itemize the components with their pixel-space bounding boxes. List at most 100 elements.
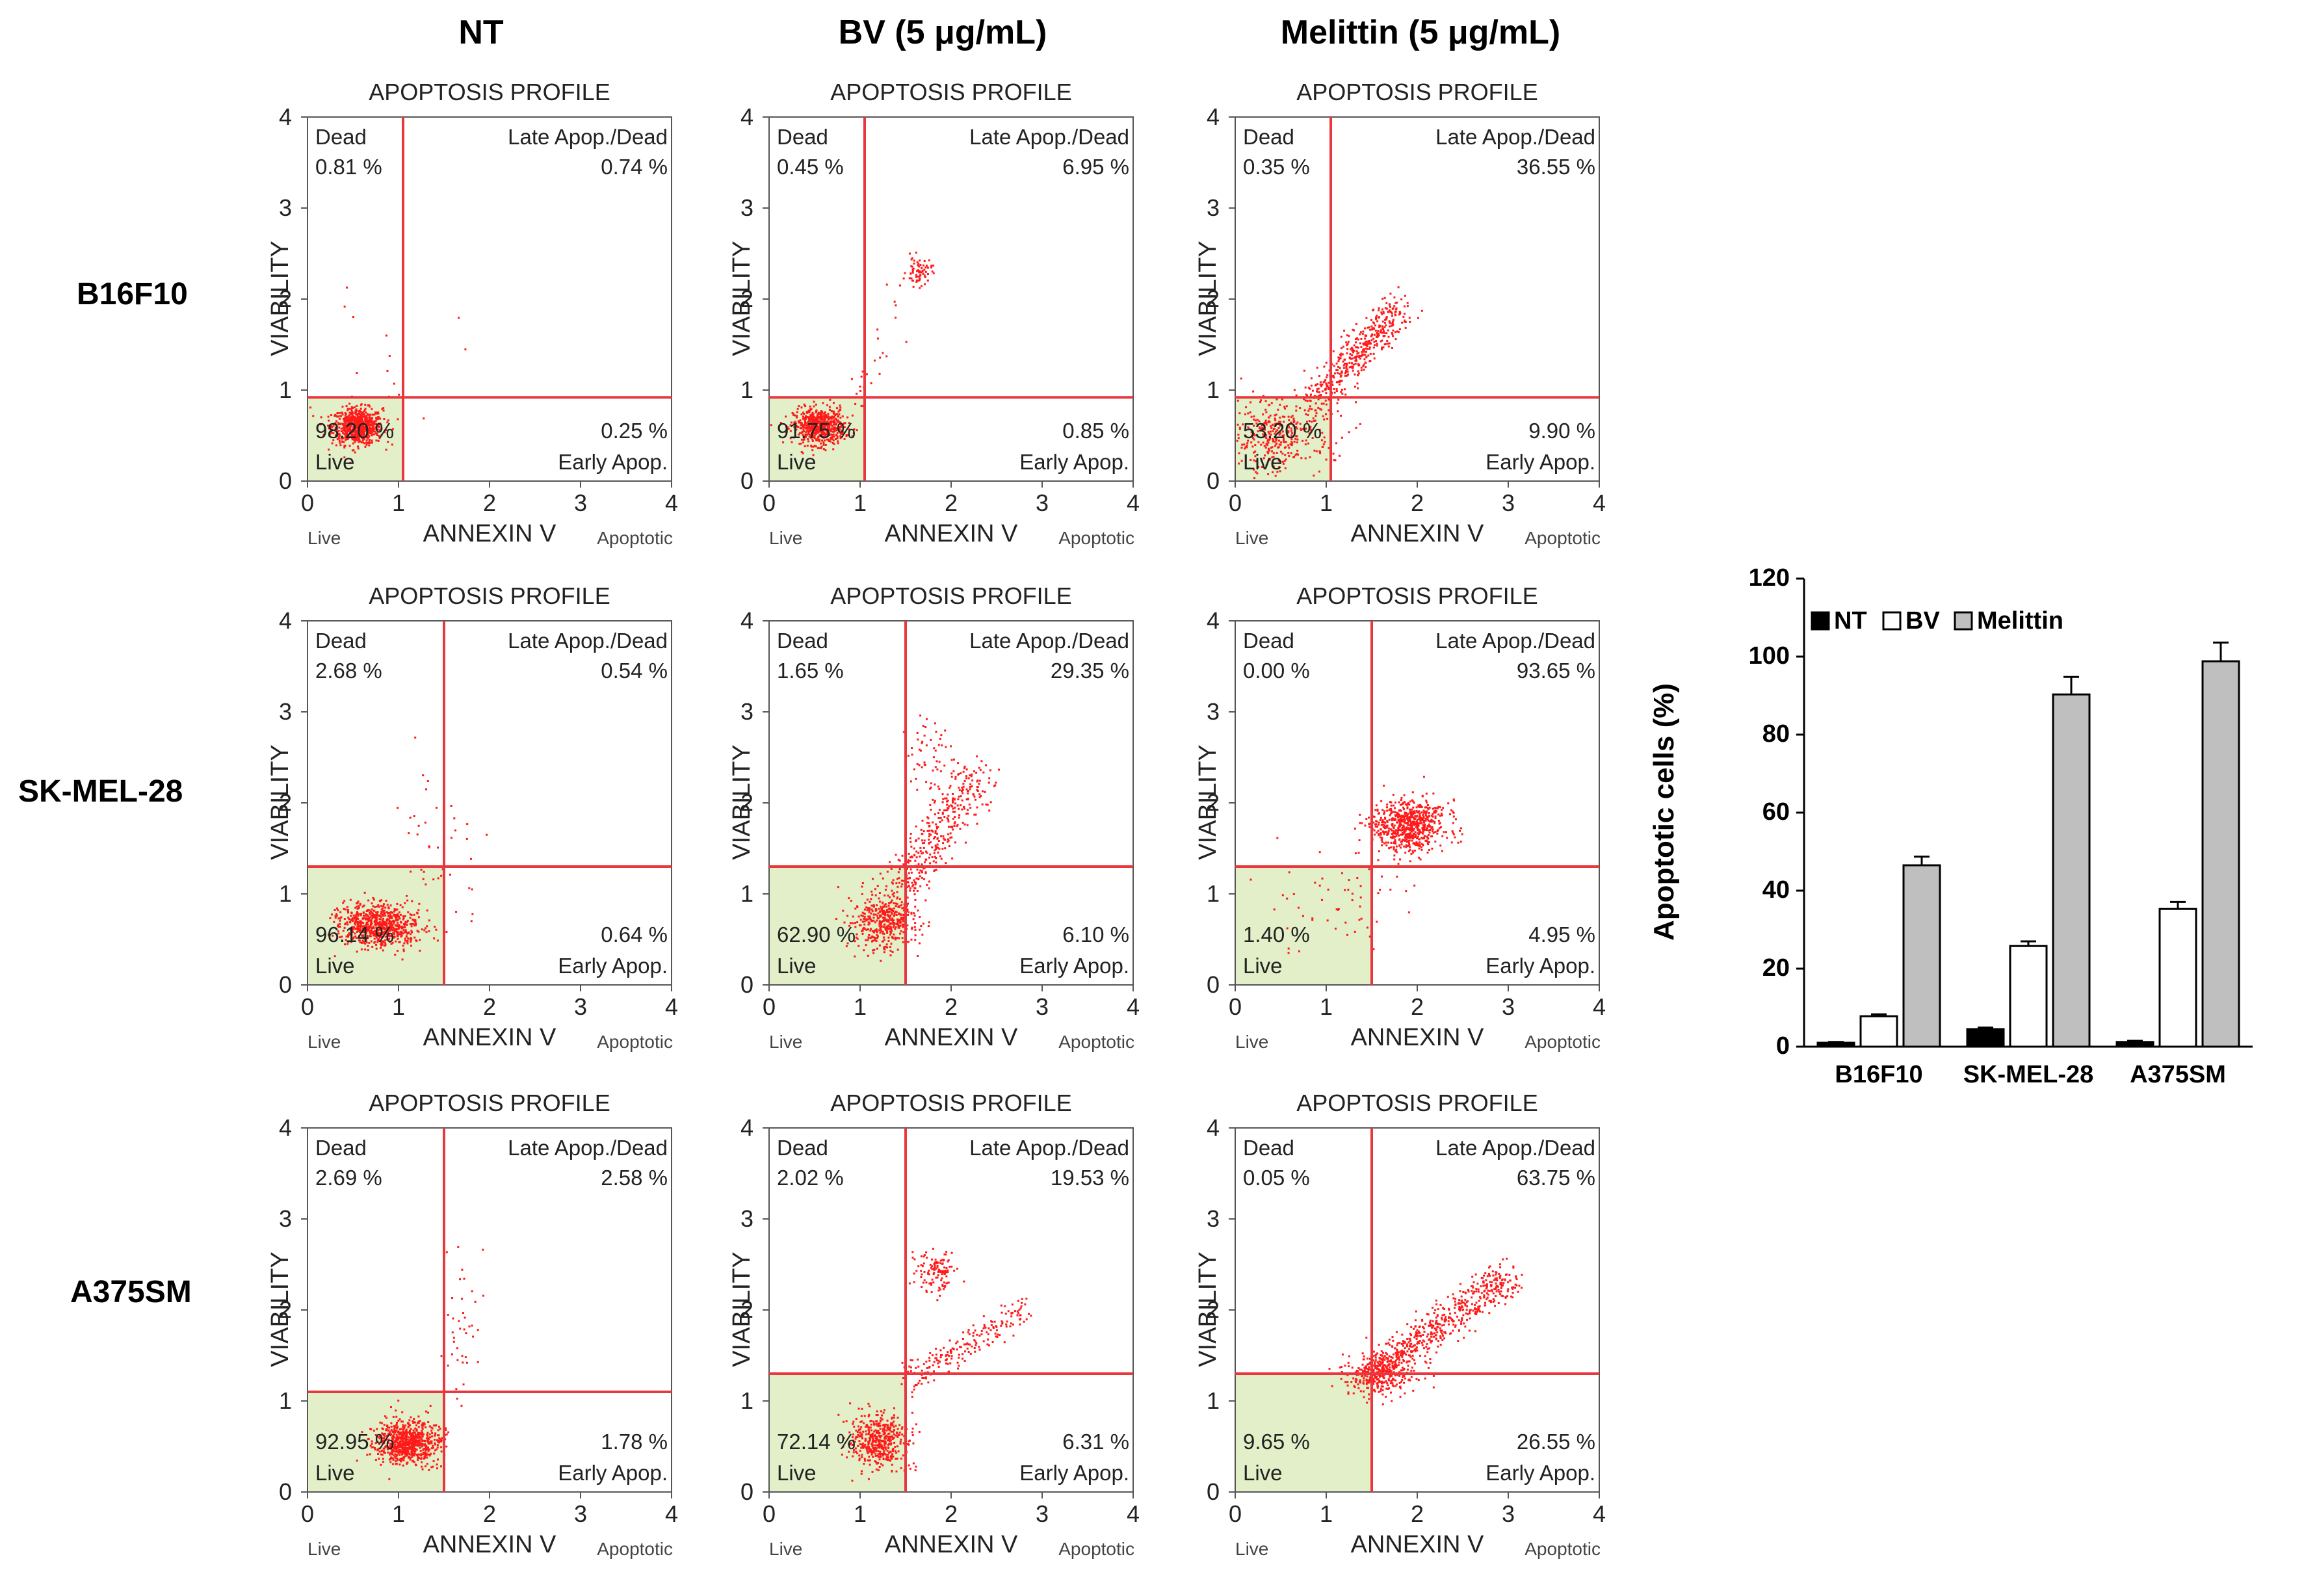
- quadrant-label-early: Early Apop.: [558, 451, 668, 473]
- y-axis-label: VIABILITY: [268, 233, 293, 363]
- bar-nt-b16f10: [1818, 1043, 1854, 1047]
- early-percent: 26.55 %: [1517, 1431, 1595, 1452]
- bar-melittin-b16f10: [1904, 865, 1940, 1047]
- dead-percent: 0.00 %: [1243, 660, 1310, 681]
- quadrant-label-early: Early Apop.: [1019, 1462, 1129, 1484]
- y-tick-label: 4: [740, 1116, 753, 1140]
- x-axis-apoptotic-label: Apoptotic: [1058, 529, 1134, 547]
- y-tick-label: 4: [279, 1116, 292, 1140]
- quadrant-label-early: Early Apop.: [1019, 955, 1129, 976]
- quadrant-label-live: Live: [777, 451, 817, 473]
- y-tick-label: 3: [279, 1207, 292, 1231]
- quadrant-label-late: Late Apop./Dead: [969, 1137, 1129, 1158]
- late-percent: 2.58 %: [601, 1167, 668, 1188]
- x-axis-label: ANNEXIN V: [821, 1532, 1081, 1557]
- x-axis-label: ANNEXIN V: [360, 1532, 620, 1557]
- quadrant-label-late: Late Apop./Dead: [969, 630, 1129, 651]
- plot-title: APOPTOSIS PROFILE: [360, 1092, 620, 1115]
- y-tick-label: 3: [1207, 196, 1220, 220]
- live-percent: 53.20 %: [1243, 420, 1322, 441]
- quadrant-label-live: Live: [315, 451, 355, 473]
- y-tick-label: 4: [740, 105, 753, 129]
- x-axis-apoptotic-label: Apoptotic: [597, 529, 673, 547]
- quadrant-label-dead: Dead: [1243, 1137, 1294, 1158]
- quadrant-label-early: Early Apop.: [558, 955, 668, 976]
- column-header-bv: BV (5 μg/mL): [800, 13, 1086, 52]
- y-tick-label: 0: [740, 973, 753, 997]
- x-tick-label: 4: [1469, 995, 1729, 1019]
- y-tick-label: 1: [1207, 378, 1220, 402]
- y-axis-label: VIABILITY: [729, 737, 754, 867]
- early-percent: 6.31 %: [1062, 1431, 1129, 1452]
- x-axis-apoptotic-label: Apoptotic: [1525, 1033, 1601, 1051]
- late-percent: 29.35 %: [1051, 660, 1129, 681]
- x-axis-apoptotic-label: Apoptotic: [597, 1033, 673, 1051]
- y-tick-label: 0: [740, 469, 753, 493]
- event-dots: [835, 714, 1000, 962]
- x-axis-label: ANNEXIN V: [821, 521, 1081, 546]
- y-axis-label: VIABILITY: [1196, 1244, 1220, 1374]
- legend-swatch-nt: [1812, 612, 1829, 629]
- y-tick-label: 3: [740, 196, 753, 220]
- bar-y-axis-label: Apoptotic cells (%): [1648, 630, 1681, 994]
- x-axis-apoptotic-label: Apoptotic: [1525, 1540, 1601, 1558]
- dead-percent: 1.65 %: [777, 660, 844, 681]
- live-percent: 1.40 %: [1243, 924, 1310, 945]
- y-tick-label: 1: [279, 882, 292, 906]
- y-tick-label: 4: [1207, 609, 1220, 633]
- x-axis-label: ANNEXIN V: [1287, 1025, 1547, 1050]
- quadrant-label-live: Live: [315, 955, 355, 976]
- live-percent: 91.75 %: [777, 420, 856, 441]
- y-tick-label: 4: [1207, 1116, 1220, 1140]
- y-tick-label: 0: [279, 973, 292, 997]
- bar-category-label: A375SM: [2080, 1061, 2275, 1089]
- y-tick-label: 1: [740, 378, 753, 402]
- dead-percent: 0.35 %: [1243, 156, 1310, 177]
- dead-percent: 2.68 %: [315, 660, 382, 681]
- quadrant-label-late: Late Apop./Dead: [1435, 126, 1595, 148]
- dead-percent: 0.45 %: [777, 156, 844, 177]
- plot-title: APOPTOSIS PROFILE: [821, 1092, 1081, 1115]
- late-percent: 19.53 %: [1051, 1167, 1129, 1188]
- legend-label-nt: NT: [1834, 607, 1867, 635]
- bar-nt-sk-mel-28: [1967, 1029, 2004, 1047]
- y-tick-label: 0: [279, 1480, 292, 1504]
- x-axis-live-label: Live: [308, 1540, 341, 1558]
- y-tick-label: 1: [279, 378, 292, 402]
- plot-title: APOPTOSIS PROFILE: [1287, 1092, 1547, 1115]
- quadrant-label-dead: Dead: [777, 630, 828, 651]
- bar-melittin-a375sm: [2203, 661, 2239, 1047]
- late-percent: 0.74 %: [601, 156, 668, 177]
- row-label-a375sm: A375SM: [70, 1274, 192, 1310]
- quadrant-label-live: Live: [1243, 1462, 1283, 1484]
- plot-title: APOPTOSIS PROFILE: [821, 584, 1081, 608]
- quadrant-label-live: Live: [1243, 451, 1283, 473]
- quadrant-label-early: Early Apop.: [1019, 451, 1129, 473]
- quadrant-label-late: Late Apop./Dead: [508, 630, 668, 651]
- live-percent: 96.14 %: [315, 924, 394, 945]
- legend-swatch-melittin: [1955, 612, 1972, 629]
- dead-percent: 0.05 %: [1243, 1167, 1310, 1188]
- late-percent: 0.54 %: [601, 660, 668, 681]
- quadrant-label-late: Late Apop./Dead: [969, 126, 1129, 148]
- quadrant-label-dead: Dead: [1243, 630, 1294, 651]
- y-tick-label: 3: [279, 700, 292, 724]
- x-axis-apoptotic-label: Apoptotic: [1058, 1033, 1134, 1051]
- bar-nt-a375sm: [2117, 1042, 2153, 1047]
- y-tick-label: 1: [279, 1389, 292, 1413]
- bar-bv-sk-mel-28: [2010, 946, 2047, 1047]
- quadrant-label-late: Late Apop./Dead: [1435, 630, 1595, 651]
- y-tick-label: 3: [279, 196, 292, 220]
- y-tick-label: 3: [740, 1207, 753, 1231]
- quadrant-label-live: Live: [315, 1462, 355, 1484]
- row-label-b16f10: B16F10: [77, 276, 188, 312]
- y-tick-label: 4: [279, 105, 292, 129]
- quadrant-label-early: Early Apop.: [1486, 955, 1595, 976]
- quadrant-label-late: Late Apop./Dead: [508, 126, 668, 148]
- quadrant-label-live: Live: [777, 955, 817, 976]
